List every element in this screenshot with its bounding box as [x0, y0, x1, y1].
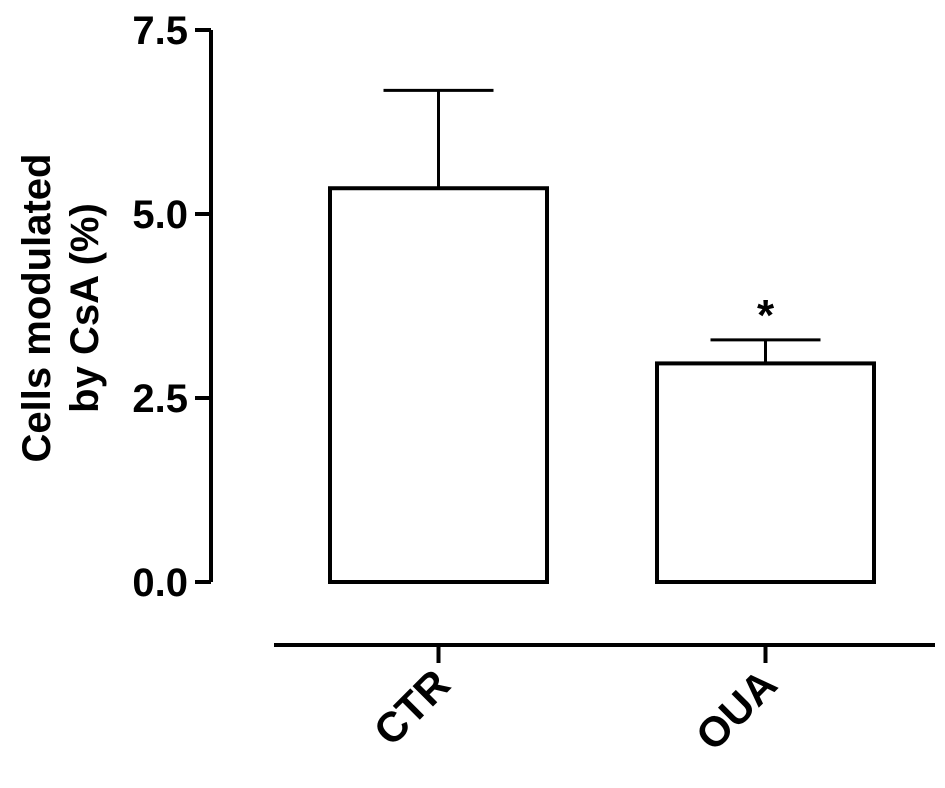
- bar-group-oua: *: [655, 291, 876, 584]
- y-axis-title-line-2: by CsA (%): [63, 203, 107, 413]
- bars: *: [328, 88, 876, 585]
- y-tick-label: 0.0: [132, 561, 188, 605]
- y-axis-title-line-1: Cells modulated: [15, 154, 59, 463]
- bar: [655, 361, 876, 584]
- x-tick-label: OUA: [687, 660, 786, 759]
- y-axis: 0.0 2.5 5.0 7.5: [132, 9, 213, 605]
- x-axis: CTR OUA: [274, 643, 935, 759]
- significance-asterisk: *: [757, 291, 775, 340]
- bar-group-ctr: [328, 88, 549, 585]
- x-tick-label: CTR: [365, 660, 459, 754]
- y-axis-title: Cells modulated by CsA (%): [15, 154, 107, 463]
- y-tick-label: 2.5: [132, 377, 188, 421]
- y-tick-label: 5.0: [132, 193, 188, 237]
- y-tick-label: 7.5: [132, 9, 188, 53]
- bar: [328, 186, 549, 585]
